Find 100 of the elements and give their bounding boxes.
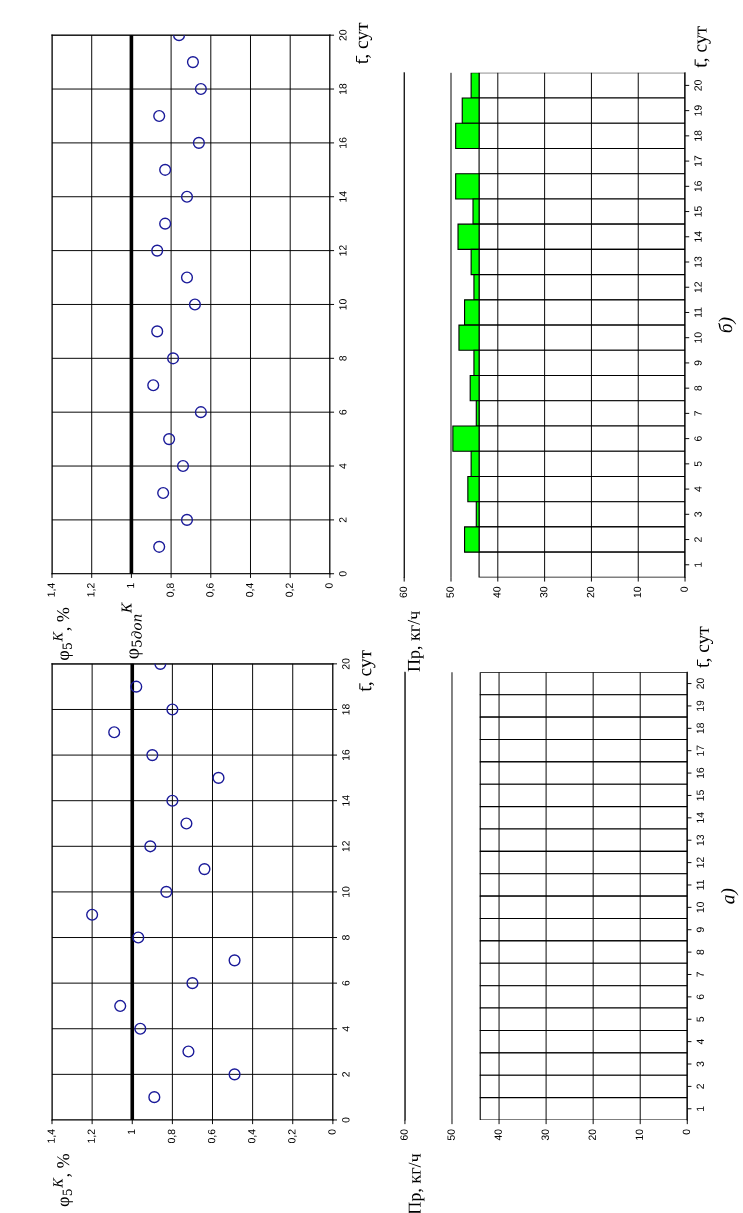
y-axis-title: Пр, кг/ч: [407, 611, 424, 672]
x-tick-label: 1,4: [47, 1129, 57, 1143]
y-tick-label: 2: [342, 1071, 350, 1077]
y-tick-label: 3: [694, 511, 702, 517]
y-tick-label: 11: [694, 307, 702, 318]
y-tick-label: 1: [694, 562, 702, 567]
y-tick-label: 2: [696, 1084, 704, 1089]
y-tick-label: 19: [694, 105, 702, 116]
y-tick-label: 16: [694, 180, 702, 192]
y-tick-label: 6: [694, 436, 702, 441]
y-axis-title: φ$_{5}$$^{К}$, %: [53, 1153, 73, 1207]
x-tick-label: 1: [127, 1129, 135, 1134]
x-tick-label: 0,4: [248, 1129, 257, 1144]
x-tick-label: 10: [635, 1129, 644, 1140]
x-tick-label: 60: [400, 1129, 408, 1141]
x-tick-label: 0,8: [167, 1129, 177, 1144]
y-tick-label: 18: [696, 722, 704, 734]
y-tick-label: 0: [339, 571, 347, 577]
y-tick-label: 12: [696, 857, 704, 868]
y-tick-label: 2: [694, 537, 702, 542]
y-tick-label: 12: [694, 281, 702, 293]
x-tick-label: 0,2: [285, 583, 295, 597]
y-tick-label: 18: [339, 83, 347, 95]
y-tick-label: 14: [694, 231, 702, 242]
x-tick-label: 40: [493, 586, 501, 598]
x-tick-label: 0,8: [166, 583, 176, 597]
x-tick-label: 30: [540, 586, 548, 598]
y-tick-label: 10: [694, 332, 702, 343]
y-tick-label: 15: [696, 790, 704, 801]
y-tick-label: 13: [694, 256, 702, 268]
y-tick-label: 8: [696, 949, 704, 955]
x-tick-label: 20: [588, 1129, 596, 1141]
y-tick-label: 0: [342, 1117, 350, 1123]
x-tick-label: 0,6: [206, 583, 215, 597]
y-axis-title: φ$_{5}$$^{К}$, %: [53, 607, 73, 661]
x-tick-label: 20: [586, 586, 595, 598]
y-tick-label: 10: [342, 886, 350, 897]
y-tick-label: 15: [694, 206, 702, 217]
y-tick-label: 10: [696, 901, 704, 913]
y-tick-label: 6: [339, 409, 347, 415]
x-tick-label: 60: [399, 586, 407, 598]
y-tick-label: 8: [694, 385, 702, 391]
y-tick-label: 8: [339, 355, 347, 361]
x-tick-label: 0,4: [245, 583, 255, 597]
y-tick-label: 8: [342, 935, 350, 940]
text: а): [720, 888, 739, 904]
y-tick-label: 20: [696, 678, 704, 689]
y-tick-label: 1: [696, 1106, 704, 1111]
y-tick-label: 9: [694, 360, 702, 366]
x-tick-label: 40: [494, 1129, 502, 1141]
y-tick-label: 6: [696, 994, 704, 1000]
y-tick-label: 16: [339, 137, 347, 148]
y-tick-label: 20: [339, 29, 347, 41]
x-tick-label: 10: [633, 586, 642, 598]
x-tick-label: 0,2: [288, 1129, 297, 1144]
text: t̄, сут: [694, 26, 711, 68]
y-tick-label: 4: [694, 486, 702, 492]
y-tick-label: 5: [694, 461, 702, 467]
text: t̄, сут: [355, 22, 373, 64]
y-tick-label: 13: [696, 834, 704, 846]
y-tick-label: 7: [696, 972, 704, 977]
y-tick-label: 18: [694, 130, 702, 141]
x-tick-label: 0: [328, 1129, 336, 1135]
y-tick-label: 9: [696, 927, 704, 933]
y-tick-label: 20: [342, 658, 350, 670]
y-tick-label: 5: [696, 1016, 704, 1022]
y-tick-label: 14: [342, 795, 350, 806]
y-tick-label: 10: [339, 299, 347, 310]
x-tick-label: 0: [325, 583, 333, 589]
y-tick-label: 4: [696, 1039, 704, 1045]
x-tick-label: 0,6: [207, 1129, 217, 1144]
y-tick-label: 18: [342, 704, 350, 715]
x-tick-label: 50: [446, 586, 454, 598]
y-tick-label: 11: [696, 880, 704, 890]
x-tick-label: 1: [126, 583, 135, 588]
y-tick-label: 12: [339, 245, 347, 256]
y-tick-label: 16: [696, 767, 704, 779]
y-tick-label: 12: [342, 841, 350, 852]
x-tick-label: 0: [682, 1129, 691, 1135]
x-tick-label: 1,2: [87, 583, 96, 597]
y-tick-label: 6: [342, 980, 350, 986]
y-tick-label: 19: [696, 700, 704, 711]
y-tick-label: 16: [342, 749, 350, 761]
x-tick-label: 1,2: [87, 1129, 97, 1143]
y-tick-label: 14: [339, 191, 347, 202]
y-tick-label: 20: [694, 80, 702, 91]
y-tick-label: 14: [696, 812, 704, 823]
x-tick-label: 50: [447, 1129, 455, 1141]
ref-line-label: φ$_{5доп}$$^{К}$: [121, 602, 143, 659]
x-tick-label: 1,4: [47, 583, 57, 597]
text: t̄, сут: [359, 650, 376, 692]
text: t̄, сут: [696, 626, 714, 668]
y-tick-label: 3: [696, 1061, 704, 1067]
y-tick-label: 7: [694, 411, 702, 416]
y-tick-label: 4: [339, 463, 347, 469]
y-tick-label: 17: [694, 155, 702, 167]
y-tick-label: 2: [339, 517, 347, 523]
x-tick-label: 0: [680, 586, 688, 592]
y-tick-label: 4: [342, 1026, 350, 1032]
x-tick-label: 30: [541, 1129, 549, 1141]
